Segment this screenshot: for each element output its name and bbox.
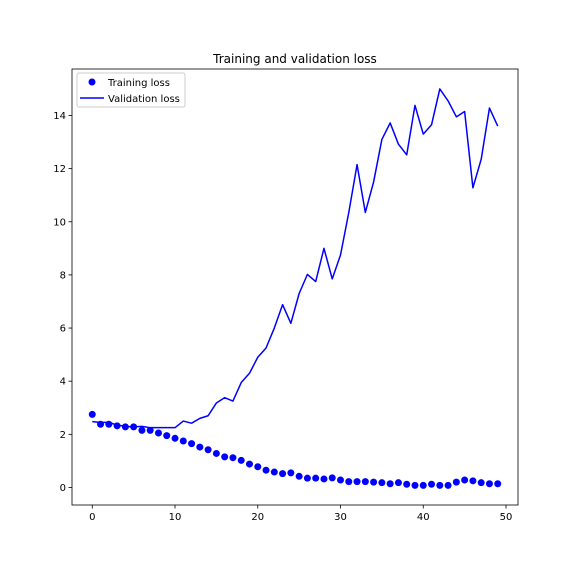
- x-tick-label: 40: [417, 512, 430, 523]
- legend-training-marker: [88, 78, 96, 86]
- training-loss-point: [477, 479, 485, 487]
- training-loss-point: [312, 474, 320, 482]
- chart-title: Training and validation loss: [212, 52, 377, 66]
- plot-frame: [71, 68, 519, 506]
- training-loss-point: [287, 469, 295, 477]
- training-loss-point: [370, 478, 378, 486]
- training-loss-point: [221, 453, 229, 461]
- training-loss-point: [113, 422, 121, 430]
- training-loss-point: [121, 423, 129, 431]
- training-loss-point: [419, 481, 427, 489]
- training-loss-point: [353, 478, 361, 486]
- training-loss-point: [163, 432, 171, 440]
- training-loss-point: [337, 476, 345, 484]
- training-loss-point: [444, 481, 452, 489]
- y-tick-label: 6: [60, 324, 66, 335]
- x-tick-label: 10: [169, 512, 182, 523]
- training-loss-point: [212, 449, 220, 457]
- training-loss-point: [204, 446, 212, 454]
- training-loss-point: [345, 478, 353, 486]
- x-tick-label: 50: [500, 512, 513, 523]
- training-loss-point: [171, 434, 179, 442]
- training-loss-point: [452, 478, 460, 486]
- training-loss-point: [262, 466, 270, 474]
- validation-loss-line: [92, 88, 499, 429]
- training-loss-point: [237, 456, 245, 464]
- x-tick-label: 30: [334, 512, 347, 523]
- training-loss-point: [254, 463, 262, 471]
- x-tick-label: 0: [89, 512, 95, 523]
- training-loss-point: [88, 410, 96, 418]
- training-loss-point: [279, 470, 287, 478]
- training-loss-point: [320, 475, 328, 483]
- training-loss-point: [328, 474, 336, 482]
- training-loss-point: [229, 454, 237, 462]
- training-loss-point: [469, 477, 477, 485]
- y-tick-label: 10: [53, 217, 66, 228]
- y-tick-label: 0: [60, 483, 66, 494]
- training-loss-point: [97, 420, 105, 428]
- training-loss-point: [403, 480, 411, 488]
- training-loss-point: [411, 481, 419, 489]
- training-loss-point: [361, 478, 369, 486]
- training-loss-point: [485, 480, 493, 488]
- training-loss-point: [196, 443, 204, 451]
- legend: Training loss Validation loss: [76, 72, 186, 108]
- y-tick-label: 12: [53, 164, 66, 175]
- y-tick-label: 4: [60, 377, 66, 388]
- x-tick-label: 20: [251, 512, 264, 523]
- training-loss-point: [394, 479, 402, 487]
- training-loss-point: [295, 472, 303, 480]
- training-loss-point: [154, 429, 162, 437]
- training-loss-point: [428, 480, 436, 488]
- training-loss-point: [179, 437, 187, 445]
- training-loss-point: [245, 460, 253, 468]
- y-tick-label: 2: [60, 430, 66, 441]
- training-loss-point: [378, 479, 386, 487]
- training-loss-point: [436, 481, 444, 489]
- training-loss-point: [303, 474, 311, 482]
- legend-validation-label: Validation loss: [108, 94, 180, 105]
- training-loss-point: [386, 480, 394, 488]
- legend-training-label: Training loss: [107, 78, 170, 89]
- training-loss-point: [461, 476, 469, 484]
- training-loss-point: [105, 420, 113, 428]
- training-loss-point: [146, 426, 154, 434]
- y-tick-label: 14: [53, 111, 66, 122]
- training-loss-point: [270, 468, 278, 476]
- training-loss-point: [494, 480, 502, 488]
- y-tick-label: 8: [60, 270, 66, 281]
- training-loss-point: [188, 440, 196, 448]
- training-loss-point: [138, 426, 146, 434]
- training-loss-point: [130, 423, 138, 431]
